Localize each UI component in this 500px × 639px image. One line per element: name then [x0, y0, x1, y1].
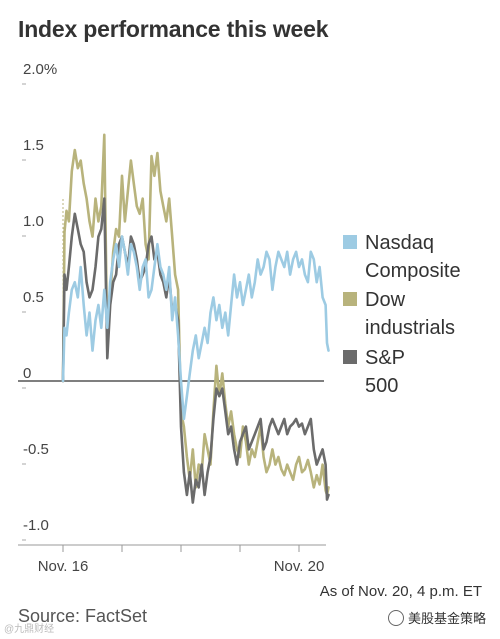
y-tick-label: 0.5 — [23, 289, 44, 306]
source-credit: Source: FactSet — [18, 606, 148, 626]
legend-label: Nasdaq Composite — [365, 232, 461, 282]
legend-swatch — [343, 350, 357, 364]
y-tick-label: -0.5 — [23, 441, 49, 458]
y-tick-label: 1.0 — [23, 213, 44, 230]
watermark: 美股基金策略 — [387, 608, 486, 627]
series-line-nasdaq-composite — [61, 235, 330, 421]
chart-title: Index performance this week — [18, 16, 329, 42]
x-tick-label: Nov. 20 — [274, 558, 325, 575]
y-tick-label: -1.0 — [23, 517, 49, 534]
legend-label: Dow industrials — [365, 289, 455, 339]
chart-legend: Nasdaq Composite Dow industrials S&P 500 — [343, 232, 461, 397]
watermark-label: 美股基金策略 — [407, 611, 486, 626]
series-line-s-p-500 — [61, 197, 330, 504]
y-tick-label: 1.5 — [23, 137, 44, 154]
y-tick-label: 0 — [23, 365, 31, 382]
legend-swatch — [343, 235, 357, 249]
watermark-left: @九鼎财经 — [4, 624, 55, 635]
chart-axes: 2.0% 1.5 1.0 0.5 0 -0.5 -1.0 Nov. 16 Nov. 20 — [18, 61, 326, 575]
chart-series — [61, 133, 330, 504]
legend-swatch — [343, 292, 357, 306]
wechat-logo-icon — [387, 609, 404, 626]
x-tick-label: Nov. 16 — [38, 558, 89, 575]
legend-label: S&P 500 — [365, 347, 405, 397]
y-tick-label: 2.0% — [23, 61, 57, 78]
timestamp-note: As of Nov. 20, 4 p.m. ET — [320, 583, 482, 600]
